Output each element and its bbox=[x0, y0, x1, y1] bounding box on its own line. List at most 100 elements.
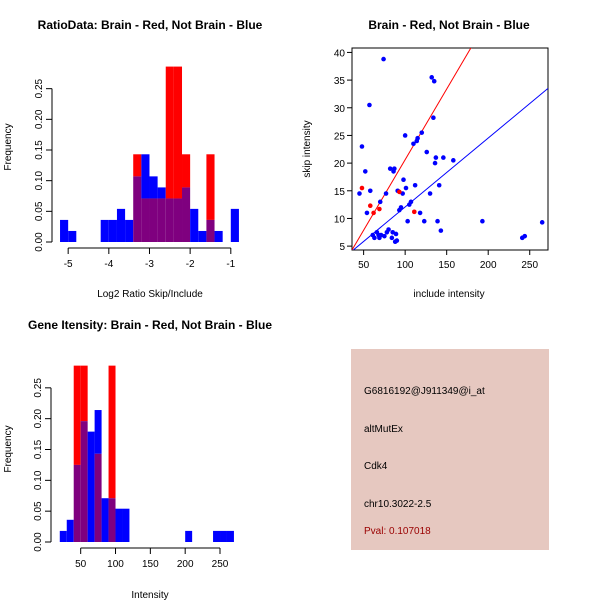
gene-intensity-histogram-ylabel: Frequency bbox=[3, 425, 14, 472]
intensity-scatter-notbrain-point bbox=[441, 155, 446, 160]
gene-intensity-histogram-overlap-bar bbox=[73, 464, 81, 542]
ratio-histogram-overlap-bar bbox=[133, 176, 142, 242]
gene-intensity-histogram-notbrain-bar bbox=[122, 508, 130, 542]
intensity-scatter-brain-fit-line bbox=[352, 48, 472, 250]
ratio-histogram-overlap-bar bbox=[149, 198, 158, 242]
gene-intensity-histogram-brain-bar bbox=[80, 365, 88, 422]
ratio-histogram-y-tick-label: 0.10 bbox=[34, 170, 45, 190]
ratio-histogram-notbrain-bar bbox=[157, 187, 166, 199]
ratio-histogram-overlap-bar bbox=[165, 198, 174, 242]
gene-intensity-histogram-overlap-bar bbox=[94, 453, 102, 542]
intensity-scatter-fit-lines bbox=[352, 48, 548, 250]
gene-intensity-histogram-notbrain-bar bbox=[101, 498, 109, 542]
ratio-histogram-overlap-bar bbox=[157, 198, 166, 242]
ratio-histogram-brain-bar bbox=[173, 66, 183, 199]
intensity-scatter-brain-point bbox=[367, 203, 373, 209]
ratio-histogram-y-tick-label: 0.00 bbox=[34, 232, 45, 252]
intensity-scatter-notbrain-point bbox=[382, 233, 387, 239]
intensity-scatter-y-tick-label: 35 bbox=[334, 76, 346, 87]
gene-intensity-histogram-notbrain-bar bbox=[115, 508, 123, 542]
intensity-scatter-y-tick-label: 15 bbox=[334, 187, 346, 198]
gene-intensity-histogram-y-tick-label: 0.20 bbox=[33, 408, 44, 428]
intensity-scatter-notbrain-point bbox=[394, 238, 400, 243]
ratio-histogram-notbrain-bar bbox=[149, 176, 158, 199]
ratio-histogram-notbrain-bar bbox=[125, 219, 134, 242]
intensity-scatter-brain-point bbox=[359, 185, 365, 191]
intensity-scatter-title: Brain - Red, Not Brain - Blue bbox=[368, 18, 530, 32]
intensity-scatter-notbrain-point bbox=[377, 199, 383, 205]
gene-intensity-histogram: Gene Itensity: Brain - Red, Not Brain - … bbox=[3, 318, 272, 601]
ratio-histogram-x-tick-label: -5 bbox=[64, 259, 73, 270]
ratio-histogram-y-tick-label: 0.20 bbox=[34, 109, 45, 129]
intensity-scatter-notbrain-point bbox=[522, 233, 528, 239]
intensity-scatter-notbrain-point bbox=[429, 75, 435, 80]
gene-intensity-histogram-notbrain-bar bbox=[226, 530, 234, 542]
intensity-scatter-notbrain-point bbox=[480, 218, 485, 224]
intensity-scatter-notbrain-point bbox=[408, 199, 414, 205]
intensity-scatter-notbrain-point bbox=[433, 155, 439, 160]
intensity-scatter-y-tick-label: 30 bbox=[334, 104, 346, 115]
gene-intensity-histogram-title: Gene Itensity: Brain - Red, Not Brain - … bbox=[28, 318, 272, 332]
ratio-histogram: RatioData: Brain - Red, Not Brain - Blue… bbox=[3, 18, 263, 300]
intensity-scatter-notbrain-point bbox=[412, 182, 418, 188]
ratio-histogram-notbrain-bar bbox=[68, 230, 77, 242]
ratio-histogram-notbrain-bar bbox=[108, 219, 117, 242]
intensity-scatter-notbrain-point bbox=[421, 218, 427, 224]
intensity-scatter-notbrain-point bbox=[403, 185, 409, 191]
ratio-histogram-brain-bar bbox=[182, 154, 191, 188]
ratio-histogram-y-tick-label: 0.05 bbox=[34, 201, 45, 221]
intensity-scatter-x-tick-label: 100 bbox=[397, 260, 414, 271]
intensity-scatter-notbrain-point bbox=[451, 158, 456, 163]
gene-intensity-histogram-x-tick-label: 200 bbox=[177, 559, 194, 570]
intensity-scatter-brain-point bbox=[397, 189, 402, 195]
gene-intensity-histogram-notbrain-bar bbox=[59, 530, 67, 542]
intensity-scatter-notbrain-point bbox=[398, 205, 404, 210]
ratio-histogram-title: RatioData: Brain - Red, Not Brain - Blue bbox=[38, 18, 263, 32]
gene-intensity-histogram-y-tick-label: 0.15 bbox=[33, 439, 44, 459]
intensity-scatter-notbrain-point bbox=[539, 220, 545, 225]
intensity-scatter-notbrain-point bbox=[389, 235, 395, 241]
intensity-scatter-notbrain-point bbox=[372, 235, 377, 241]
genomic-location: chr10.3022-2.5 bbox=[364, 499, 432, 510]
gene-intensity-histogram-notbrain-bar bbox=[220, 530, 227, 542]
intensity-scatter-y-tick-label: 40 bbox=[334, 48, 346, 59]
ratio-histogram-x-tick-label: -3 bbox=[145, 259, 154, 270]
gene-intensity-histogram-xlabel: Intensity bbox=[131, 590, 168, 600]
intensity-scatter-y-tick-label: 5 bbox=[339, 242, 345, 253]
intensity-scatter-notbrain-point bbox=[383, 191, 389, 196]
intensity-scatter-notbrain-point bbox=[402, 133, 408, 138]
gene-intensity-histogram-overlap-bar bbox=[80, 421, 88, 542]
gene-intensity-histogram-y-tick-label: 0.00 bbox=[33, 532, 44, 552]
ratio-histogram-overlap-bar bbox=[206, 219, 215, 242]
gene-intensity-histogram-y-tick-label: 0.10 bbox=[33, 470, 44, 490]
intensity-scatter-notbrain-point bbox=[419, 130, 425, 135]
gene-intensity-histogram-notbrain-bar bbox=[66, 519, 74, 542]
intensity-scatter: Brain - Red, Not Brain - Blue include in… bbox=[302, 18, 549, 300]
gene-intensity-histogram-brain-bar bbox=[108, 365, 116, 499]
intensity-scatter-notbrain-point bbox=[438, 228, 444, 233]
intensity-scatter-x-tick-label: 200 bbox=[480, 260, 497, 271]
gene-intensity-histogram-notbrain-bar bbox=[185, 530, 193, 542]
gene-intensity-histogram-overlap-bar bbox=[108, 498, 116, 542]
intensity-scatter-brain-point bbox=[377, 206, 382, 212]
gene-intensity-histogram-notbrain-bar bbox=[213, 530, 221, 542]
ratio-histogram-brain-bar bbox=[133, 154, 142, 177]
intensity-scatter-x-tick-label: 50 bbox=[358, 260, 370, 271]
intensity-scatter-notbrain-fit-line bbox=[352, 88, 548, 250]
gene-intensity-histogram-notbrain-bar bbox=[94, 410, 102, 454]
ratio-histogram-notbrain-bar bbox=[100, 219, 109, 242]
intensity-scatter-notbrain-point bbox=[359, 144, 365, 149]
ratio-histogram-x-tick-label: -1 bbox=[226, 259, 235, 270]
probe-id: G6816192@J911349@i_at bbox=[364, 386, 485, 397]
intensity-scatter-plot-box bbox=[351, 47, 549, 251]
ratio-histogram-notbrain-bar bbox=[198, 230, 207, 242]
ratio-histogram-notbrain-bar bbox=[230, 208, 239, 242]
ratio-histogram-notbrain-bar bbox=[190, 208, 199, 242]
intensity-scatter-notbrain-point bbox=[386, 227, 391, 232]
intensity-scatter-notbrain-point bbox=[364, 210, 370, 216]
gene-intensity-histogram-y-tick-label: 0.25 bbox=[33, 378, 44, 398]
gene-intensity-histogram-brain-bar bbox=[73, 365, 81, 465]
intensity-scatter-notbrain-point bbox=[427, 191, 433, 196]
intensity-scatter-notbrain-point bbox=[392, 166, 397, 171]
